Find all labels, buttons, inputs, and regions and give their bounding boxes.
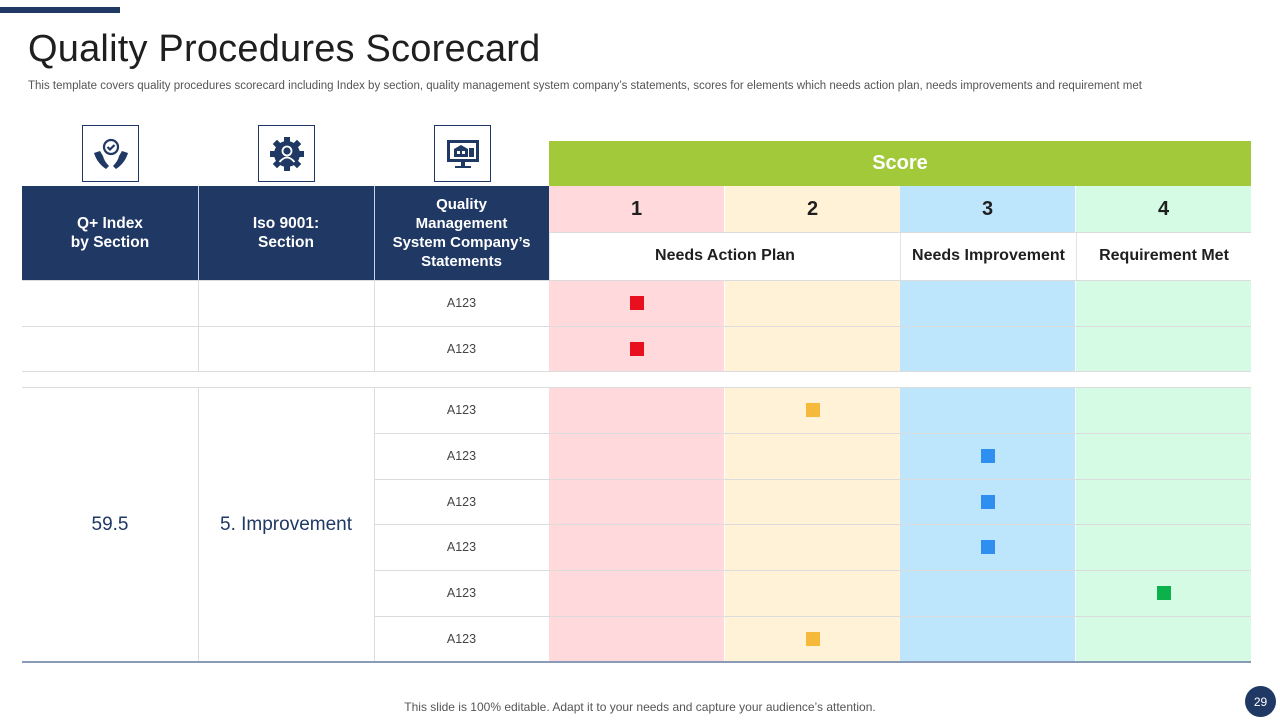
score-header: Score xyxy=(549,141,1251,186)
gear-person-icon xyxy=(258,125,315,182)
row-divider xyxy=(374,433,1251,434)
column-divider xyxy=(198,387,199,662)
label-requirement-met: Requirement Met xyxy=(1076,232,1251,280)
header-statements: Quality Management System Company’s Stat… xyxy=(374,186,549,280)
statement-cell: A123 xyxy=(446,342,477,356)
row-divider xyxy=(22,326,1251,327)
score-marker-2 xyxy=(806,632,820,646)
score-number-3: 3 xyxy=(981,197,994,220)
column-divider xyxy=(374,387,375,662)
table-bottom-border xyxy=(22,661,1251,663)
score-number-4: 4 xyxy=(1157,197,1170,220)
footer-note: This slide is 100% editable. Adapt it to… xyxy=(404,700,876,714)
header-divider xyxy=(198,186,199,280)
score-marker-1 xyxy=(630,342,644,356)
header-divider xyxy=(374,186,375,280)
statement-cell: A123 xyxy=(446,495,477,509)
statement-cell: A123 xyxy=(446,296,477,310)
column-divider xyxy=(198,280,199,371)
page-title: Quality Procedures Scorecard xyxy=(28,28,541,70)
row-divider xyxy=(374,479,1251,480)
label-needs-improvement: Needs Improvement xyxy=(900,232,1076,280)
hands-check-icon xyxy=(82,125,139,182)
header-index-by-section: Q+ Index by Section xyxy=(22,186,198,280)
row-divider xyxy=(22,371,1251,372)
page-subtitle: This template covers quality procedures … xyxy=(28,80,1142,92)
row-divider xyxy=(374,616,1251,617)
score-marker-3 xyxy=(981,449,995,463)
column-divider xyxy=(374,280,375,371)
page-number: 29 xyxy=(1245,686,1276,717)
index-value: 59.5 xyxy=(91,513,129,535)
score-marker-4 xyxy=(1157,586,1171,600)
row-divider xyxy=(549,232,1251,233)
score-marker-3 xyxy=(981,540,995,554)
score-number-2: 2 xyxy=(806,197,819,220)
row-divider xyxy=(22,280,1251,281)
score-marker-3 xyxy=(981,495,995,509)
header-iso-section: Iso 9001: Section xyxy=(198,186,374,280)
score-marker-2 xyxy=(806,403,820,417)
score-number-1: 1 xyxy=(630,197,643,220)
statement-cell: A123 xyxy=(446,540,477,554)
statement-cell: A123 xyxy=(446,632,477,646)
statement-cell: A123 xyxy=(446,403,477,417)
row-divider xyxy=(374,524,1251,525)
group-separator xyxy=(22,372,1251,387)
row-divider xyxy=(374,570,1251,571)
statement-cell: A123 xyxy=(446,449,477,463)
accent-bar xyxy=(0,7,120,13)
label-needs-action-plan: Needs Action Plan xyxy=(549,232,900,280)
section-name: 5. Improvement xyxy=(220,513,352,535)
statement-cell: A123 xyxy=(446,586,477,600)
monitor-building-icon xyxy=(434,125,491,182)
row-divider xyxy=(22,387,1251,388)
score-marker-1 xyxy=(630,296,644,310)
